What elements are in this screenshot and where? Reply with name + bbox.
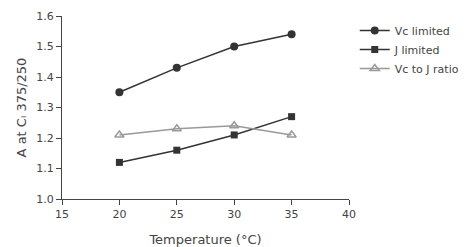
- svg-text:1.1: 1.1: [36, 162, 54, 175]
- svg-text:1.6: 1.6: [36, 10, 54, 23]
- svg-text:1.4: 1.4: [36, 71, 54, 84]
- svg-text:1.5: 1.5: [36, 40, 54, 53]
- svg-text:30: 30: [227, 208, 241, 221]
- svg-text:15: 15: [55, 208, 69, 221]
- svg-text:35: 35: [285, 208, 299, 221]
- svg-text:Vc to J ratio: Vc to J ratio: [395, 63, 459, 76]
- svg-text:1.0: 1.0: [36, 193, 54, 206]
- svg-text:20: 20: [112, 208, 126, 221]
- svg-text:J limited: J limited: [394, 44, 440, 57]
- svg-text:1.3: 1.3: [36, 101, 54, 114]
- svg-text:Vc limited: Vc limited: [395, 25, 450, 38]
- svg-text:Temperature (°C): Temperature (°C): [148, 232, 261, 247]
- svg-text:25: 25: [170, 208, 184, 221]
- svg-text:1.2: 1.2: [36, 132, 54, 145]
- svg-text:A at Cᵢ 375/250: A at Cᵢ 375/250: [14, 58, 29, 158]
- svg-text:40: 40: [342, 208, 356, 221]
